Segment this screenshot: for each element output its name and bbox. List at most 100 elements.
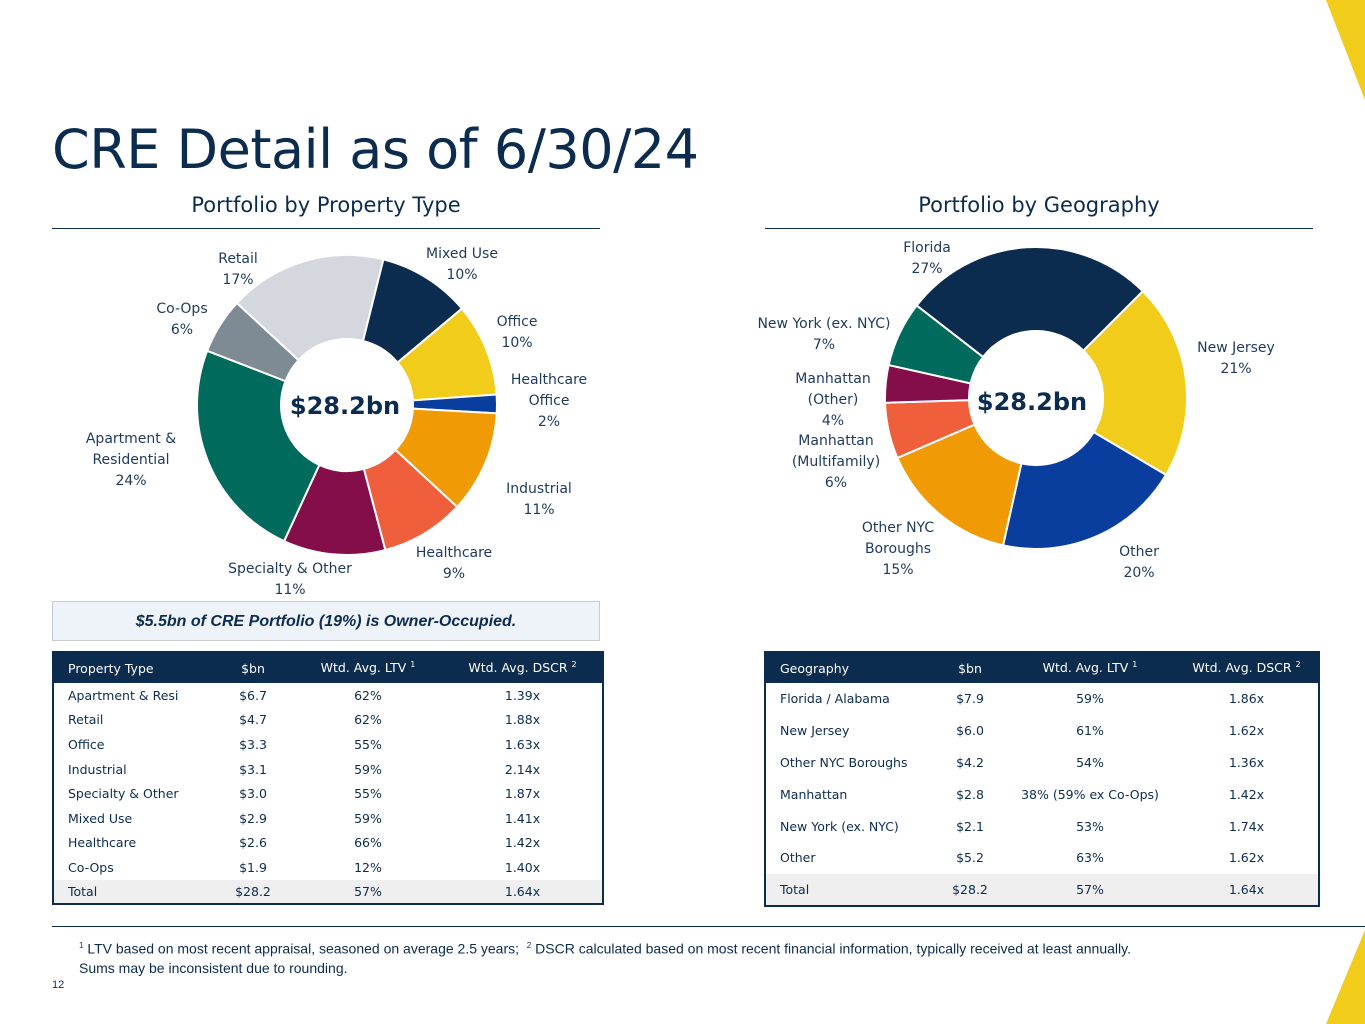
pie-label-healthcare: Healthcare 9% <box>416 545 492 582</box>
table-cell: $7.9 <box>956 691 984 707</box>
table-cell: Office <box>68 736 105 752</box>
col-header: $bn <box>213 652 293 683</box>
table-cell: 61% <box>1076 723 1104 739</box>
table-cell: Manhattan <box>780 786 848 802</box>
geography-section-title: Portfolio by Geography <box>918 193 1160 217</box>
table-cell: Other <box>780 850 816 866</box>
pie-label-florida: Florida 27% <box>903 240 951 277</box>
property-type-donut <box>196 254 498 556</box>
table-cell: $2.8 <box>956 786 984 802</box>
table-cell: $28.2 <box>935 873 1005 906</box>
table-cell: 59% <box>354 810 382 826</box>
table-row: Retail $4.7 62% 1.88x <box>53 708 603 733</box>
col-header: Property Type <box>53 652 213 683</box>
table-cell: 1.87x <box>504 786 541 802</box>
owner-occupied-callout: $5.5bn of CRE Portfolio (19%) is Owner-O… <box>52 601 600 641</box>
table-cell: $3.1 <box>239 761 267 777</box>
table-cell: $4.7 <box>239 712 267 728</box>
table-cell: 57% <box>293 879 443 905</box>
donut-slice-new-jersey <box>1081 289 1188 477</box>
table-cell: 57% <box>1005 873 1175 906</box>
property-type-table: Property Type $bn Wtd. Avg. LTV 1 Wtd. A… <box>52 651 604 906</box>
table-cell: 1.88x <box>504 712 541 728</box>
donut-slice-retail <box>235 254 385 362</box>
table-header-row: Property Type $bn Wtd. Avg. LTV 1 Wtd. A… <box>53 652 603 683</box>
table-cell: Total <box>53 879 213 905</box>
table-cell: $6.0 <box>956 723 984 739</box>
table-row: Other $5.2 63% 1.62x <box>765 842 1319 874</box>
table-row: Other NYC Boroughs $4.2 54% 1.36x <box>765 747 1319 779</box>
table-row: Office $3.3 55% 1.63x <box>53 732 603 757</box>
table-cell: Florida / Alabama <box>780 691 890 707</box>
pie-label-co-ops: Co-Ops 6% <box>156 301 207 338</box>
table-cell: 1.42x <box>1228 786 1265 802</box>
col-header: Wtd. Avg. DSCR 2 <box>443 652 603 683</box>
property-section-title: Portfolio by Property Type <box>191 193 461 217</box>
pie-label-apartment: Apartment & Residential 24% <box>86 431 176 489</box>
donut-slice-apartment-residential <box>196 349 321 543</box>
table-cell: $6.7 <box>239 687 267 703</box>
col-header: Wtd. Avg. LTV 1 <box>1005 652 1175 683</box>
table-cell: New Jersey <box>780 723 850 739</box>
property-table-body: Apartment & Resi $6.7 62% 1.39x Retail $4.7 62… <box>53 683 603 905</box>
table-cell: Mixed Use <box>68 810 133 826</box>
geography-table: Geography $bn Wtd. Avg. LTV 1 Wtd. Avg. … <box>764 651 1320 907</box>
table-cell: 1.40x <box>504 859 541 875</box>
pie-label-specialty: Specialty & Other 11% <box>228 561 352 598</box>
table-row: Co-Ops $1.9 12% 1.40x <box>53 855 603 880</box>
corner-accent-bottom <box>1326 930 1365 1024</box>
corner-accent-top <box>1326 0 1365 100</box>
pie-label-mixed-use: Mixed Use 10% <box>426 246 498 283</box>
pie-label-new-york: New York (ex. NYC) 7% <box>757 316 890 353</box>
pie-label-industrial: Industrial 11% <box>506 481 572 518</box>
table-cell: Industrial <box>68 761 127 777</box>
table-cell: 1.64x <box>1175 873 1319 906</box>
table-total-row: Total $28.2 57% 1.64x <box>53 879 603 905</box>
donut-slice-other <box>1001 430 1168 550</box>
table-row: Florida / Alabama $7.9 59% 1.86x <box>765 683 1319 715</box>
table-row: Apartment & Resi $6.7 62% 1.39x <box>53 683 603 708</box>
donut-slice-florida <box>915 246 1145 359</box>
table-row: Mixed Use $2.9 59% 1.41x <box>53 806 603 831</box>
geography-table-body: Florida / Alabama $7.9 59% 1.86x New Jersey $… <box>765 683 1319 906</box>
table-cell: 38% (59% ex Co-Ops) <box>1021 786 1159 802</box>
table-cell: 2.14x <box>504 761 541 777</box>
table-cell: $2.9 <box>239 810 267 826</box>
footnotes: 1 LTV based on most recent appraisal, se… <box>79 936 1131 978</box>
col-header: $bn <box>935 652 1005 683</box>
property-section-rule <box>52 228 600 229</box>
table-cell: $3.3 <box>239 736 267 752</box>
table-cell: 1.62x <box>1228 850 1265 866</box>
footnote-line-1: 1 LTV based on most recent appraisal, se… <box>79 940 1131 957</box>
pie-label-other-nyc: Other NYC Boroughs 15% <box>862 520 934 578</box>
table-cell: $28.2 <box>213 879 293 905</box>
table-row: New Jersey $6.0 61% 1.62x <box>765 715 1319 747</box>
table-cell: 1.42x <box>504 835 541 851</box>
table-row: Manhattan $2.8 38% (59% ex Co-Ops) 1.42x <box>765 778 1319 810</box>
table-cell: 55% <box>354 736 382 752</box>
pie-label-other: Other 20% <box>1119 544 1159 581</box>
table-cell: 1.36x <box>1228 754 1265 770</box>
table-row: New York (ex. NYC) $2.1 53% 1.74x <box>765 810 1319 842</box>
table-cell: 62% <box>354 712 382 728</box>
table-cell: Specialty & Other <box>68 786 179 802</box>
footer-rule <box>52 926 1365 927</box>
table-cell: 1.62x <box>1228 723 1265 739</box>
geography-center-label: $28.2bn <box>977 388 1087 416</box>
pie-label-manhattan-other: Manhattan (Other) 4% <box>795 371 870 429</box>
col-header: Geography <box>765 652 935 683</box>
table-cell: $5.2 <box>956 850 984 866</box>
table-cell: $2.6 <box>239 835 267 851</box>
table-cell: 59% <box>1076 691 1104 707</box>
table-cell: 12% <box>354 859 382 875</box>
table-cell: 1.63x <box>504 736 541 752</box>
property-center-label: $28.2bn <box>290 392 400 420</box>
table-cell: 1.64x <box>443 879 603 905</box>
col-header: Wtd. Avg. LTV 1 <box>293 652 443 683</box>
geography-section-rule <box>765 228 1313 229</box>
table-cell: 1.74x <box>1228 818 1265 834</box>
table-cell: $3.0 <box>239 786 267 802</box>
col-header: Wtd. Avg. DSCR 2 <box>1175 652 1319 683</box>
